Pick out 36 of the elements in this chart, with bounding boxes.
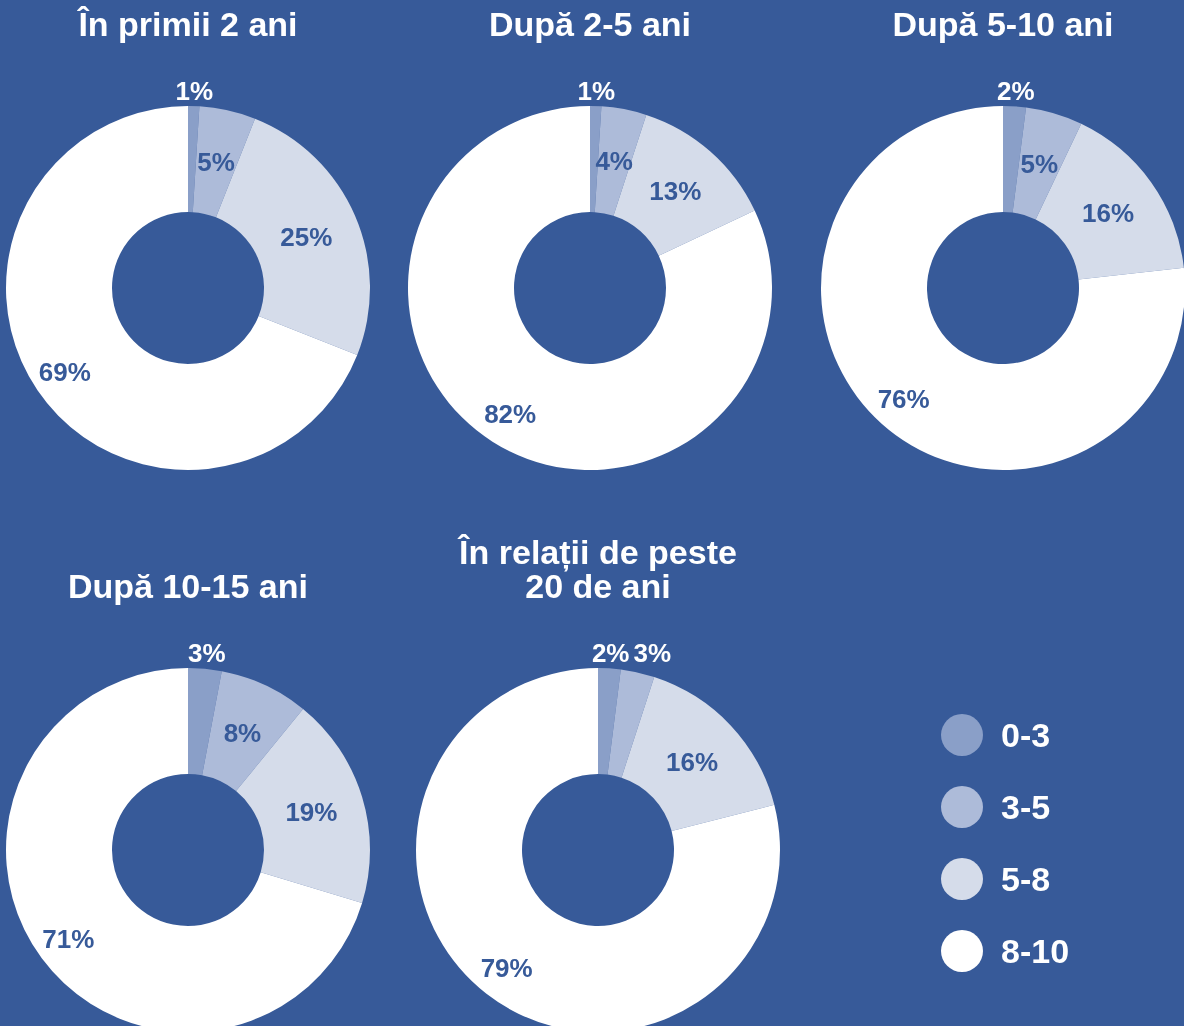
- data-label: 1%: [175, 76, 214, 106]
- data-label: 71%: [42, 923, 95, 954]
- donut-slice: [1012, 107, 1082, 220]
- data-label: 82%: [484, 398, 537, 429]
- data-label: 13%: [649, 176, 702, 207]
- chart-title: După 2-5 ani: [488, 5, 692, 43]
- data-label: 5%: [197, 147, 235, 178]
- data-label: 5%: [1020, 149, 1059, 180]
- data-label: 3%: [188, 638, 226, 668]
- legend-label: 5-8: [1001, 860, 1051, 898]
- chart-title: În primii 2 ani: [76, 5, 298, 43]
- donut-slice: [6, 106, 358, 470]
- data-label: 19%: [285, 797, 338, 828]
- data-label: 79%: [480, 952, 533, 983]
- legend-label: 8-10: [1001, 932, 1070, 970]
- chart-title: După 10-15 ani: [68, 567, 308, 605]
- data-label: 2%: [591, 638, 630, 668]
- donut-slice: [408, 106, 772, 470]
- donut-slice: [821, 106, 1184, 470]
- legend-label: 0-3: [1001, 716, 1051, 754]
- data-label: 3%: [633, 638, 672, 668]
- legend-label: 3-5: [1001, 788, 1051, 826]
- data-label: 25%: [280, 221, 333, 252]
- data-label: 69%: [38, 356, 91, 387]
- data-label: 1%: [577, 76, 616, 106]
- data-label: 16%: [1082, 198, 1135, 229]
- data-label: 2%: [997, 76, 1035, 106]
- chart-title: În relații de peste 20 de ani: [457, 533, 737, 605]
- data-label: 4%: [595, 146, 633, 177]
- chart-title: După 5-10 ani: [892, 5, 1114, 43]
- donut-slice: [594, 106, 647, 216]
- data-label: 16%: [666, 746, 719, 777]
- donut-slice: [188, 106, 200, 213]
- data-label: 76%: [877, 384, 930, 415]
- data-label: 8%: [223, 718, 262, 749]
- donut-slice: [192, 106, 255, 218]
